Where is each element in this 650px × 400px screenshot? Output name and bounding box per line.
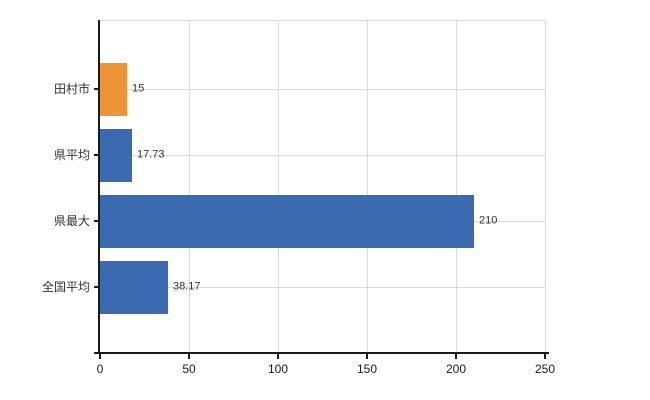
x-axis-tick-label: 0	[96, 362, 104, 376]
y-axis-tick	[94, 154, 100, 156]
category-label: 県平均	[53, 148, 90, 162]
y-axis-tick	[94, 220, 100, 222]
x-axis-tick-label: 250	[534, 362, 556, 376]
x-axis-line	[94, 352, 549, 354]
x-axis-tick	[277, 354, 279, 359]
x-axis-tick	[455, 354, 457, 359]
x-axis-tick-label: 50	[182, 362, 196, 376]
y-axis-line	[98, 20, 100, 354]
category-label: 全国平均	[41, 280, 90, 294]
gridline-vertical	[545, 20, 546, 352]
y-axis-tick	[94, 286, 100, 288]
x-axis-tick	[544, 354, 546, 359]
gridline-vertical	[278, 20, 279, 352]
bar-4	[100, 261, 168, 314]
x-axis-tick-label: 100	[267, 362, 289, 376]
gridline-horizontal	[100, 89, 545, 90]
bar-2	[100, 129, 132, 182]
x-axis-tick	[188, 354, 190, 359]
x-axis-tick	[366, 354, 368, 359]
gridline-vertical	[367, 20, 368, 352]
gridline-vertical	[456, 20, 457, 352]
x-axis-tick-label: 200	[445, 362, 467, 376]
value-label: 210	[479, 214, 498, 227]
bar-1	[100, 63, 127, 116]
plot-area: 15 17.73 210 38.17	[100, 20, 546, 352]
gridline-horizontal	[100, 287, 545, 288]
bar-3	[100, 195, 474, 248]
category-label: 県最大	[53, 214, 90, 228]
y-axis-tick	[94, 88, 100, 90]
category-label: 田村市	[53, 82, 90, 96]
gridline-horizontal	[100, 155, 545, 156]
x-axis-tick	[99, 354, 101, 359]
value-label: 15	[132, 82, 145, 95]
value-label: 38.17	[173, 280, 201, 293]
plot-top-border	[100, 20, 545, 21]
x-axis-tick-label: 150	[356, 362, 378, 376]
gridline-vertical	[189, 20, 190, 352]
value-label: 17.73	[137, 148, 165, 161]
